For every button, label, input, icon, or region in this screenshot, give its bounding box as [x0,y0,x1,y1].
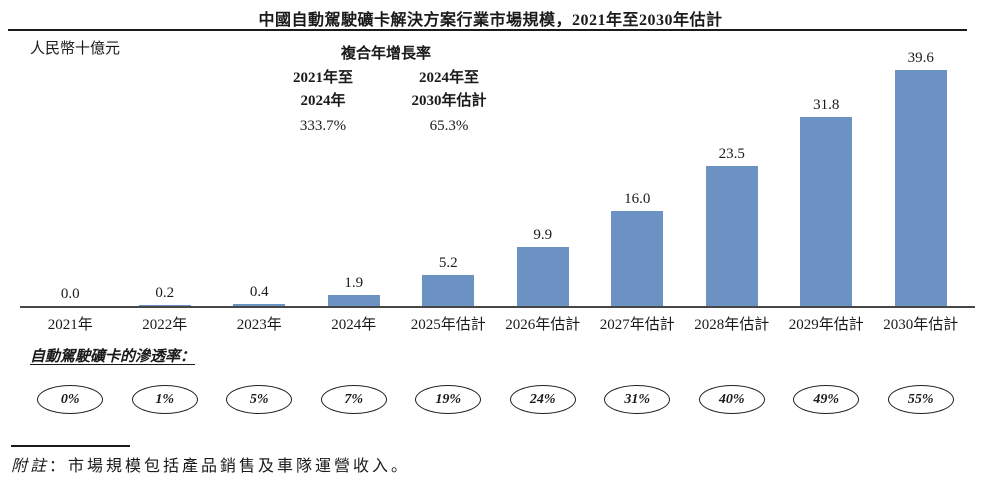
cagr-value: 333.7% [299,118,347,134]
penetration-oval-cell: 49% [779,385,874,414]
penetration-rate-value: 7% [320,385,387,414]
title-divider-line [8,29,967,31]
x-axis-tick-label: 2025年估計 [410,317,486,333]
x-axis-labels: 2021年 2022年 2023年 2024年 2025年估計 2026年估計 2027年估… [23,313,968,334]
bar-column: 5.2 [401,50,496,306]
cagr-period-line2: 2024年 [300,92,346,109]
x-axis-tick-label: 2030年估計 [883,317,959,333]
x-axis-tick-label: 2029年估計 [788,317,864,333]
bar-value-label: 39.6 [907,50,934,66]
bar-column: 0.2 [118,50,213,306]
cagr-period-line1: 2024年至 [418,70,479,86]
penetration-rate-value: 40% [698,385,765,414]
bar-value-label: 1.9 [344,275,364,291]
bar-column: 31.8 [779,50,874,306]
penetration-rate-value: 1% [131,385,198,414]
bar [327,295,380,306]
footnote-text: ：市場規模包括產品銷售及車隊運營收入。 [49,458,411,475]
penetration-oval-cell: 7% [307,385,402,414]
penetration-oval-cell: 40% [685,385,780,414]
x-axis-tick-label: 2028年估計 [694,317,770,333]
penetration-oval-cell: 24% [496,385,591,414]
cagr-period-line2: 2030年估計 [411,92,487,109]
penetration-oval-cell: 31% [590,385,685,414]
bar-value-label: 23.5 [718,146,745,162]
y-axis-unit-label: 人民幣十億元 [30,41,121,57]
bar [705,166,758,306]
penetration-rate-value: 49% [793,385,860,414]
x-axis-tick-label: 2027年估計 [599,317,675,333]
cagr-period-2024-2030: 2024年至 2030年估計 65.3% [386,67,512,135]
bar-value-label: 0.0 [60,286,80,302]
bar-column: 0.4 [212,50,307,306]
x-axis-tick-label: 2024年 [331,317,377,333]
penetration-oval-cell: 0% [23,385,118,414]
bar-column: 23.5 [685,50,780,306]
bar-column: 0.0 [23,50,118,306]
penetration-rate-value: 19% [415,385,482,414]
cagr-heading: 複合年增長率 [340,46,431,62]
bar-value-label: 0.2 [155,285,175,301]
x-axis-line [20,306,975,308]
bar [611,211,664,306]
bar-column: 16.0 [590,50,685,306]
footnote-label: 附註 [11,458,50,475]
penetration-oval-cell: 1% [118,385,213,414]
cagr-period-2021-2024: 2021年至 2024年 333.7% [260,67,386,135]
footnote-divider-line [11,445,130,447]
penetration-rate-value: 5% [226,385,293,414]
footnote: 附註：市場規模包括產品銷售及車隊運營收入。 [11,452,971,476]
cagr-block: 複合年增長率 2021年至 2024年 333.7% 2024年至 2030年估計 … [260,42,512,135]
penetration-rate-value: 24% [509,385,576,414]
penetration-oval-cell: 5% [212,385,307,414]
penetration-rate-heading: 自動駕駛礦卡的滲透率： [30,349,196,365]
bar-column: 1.9 [307,50,402,306]
bar-value-label: 5.2 [438,255,458,271]
bar [138,305,191,306]
bar-chart-plot-area: 0.0 0.2 0.4 1.9 5.2 9.9 16.0 23.5 31.8 39.6 [23,50,968,306]
bar [516,247,569,306]
bar-value-label: 9.9 [533,227,553,243]
penetration-oval-cell: 55% [874,385,969,414]
x-axis-tick-label: 2023年 [236,317,282,333]
penetration-rate-row: 0% 1% 5% 7% 19% 24% 31% 40% 49% 55% [23,385,968,414]
bar [233,304,286,306]
penetration-rate-value: 31% [604,385,671,414]
bar-column: 39.6 [874,50,969,306]
bar-column: 9.9 [496,50,591,306]
bar [422,275,475,306]
penetration-oval-cell: 19% [401,385,496,414]
chart-title: 中國自動駕駛礦卡解決方案行業市場規模，2021年至2030年估計 [258,12,723,29]
x-axis-tick-label: 2022年 [142,317,188,333]
bar [800,117,853,306]
bar-value-label: 0.4 [249,284,269,300]
bar [894,70,947,306]
x-axis-tick-label: 2021年 [47,317,93,333]
bar-value-label: 16.0 [624,191,651,207]
bar-value-label: 31.8 [813,97,840,113]
penetration-rate-value: 55% [887,385,954,414]
penetration-rate-value: 0% [37,385,104,414]
cagr-value: 65.3% [429,118,469,134]
x-axis-tick-label: 2026年估計 [505,317,581,333]
cagr-period-line1: 2021年至 [292,70,353,86]
